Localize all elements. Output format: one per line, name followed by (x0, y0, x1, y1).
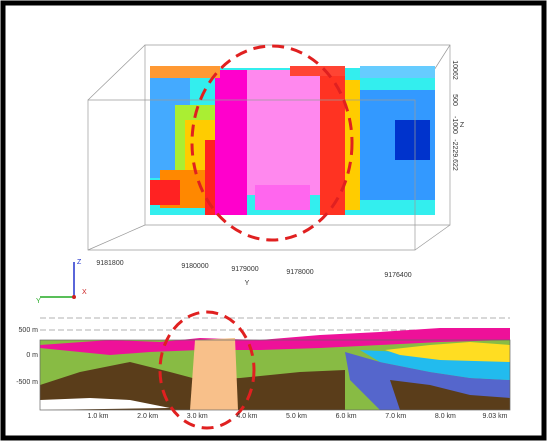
highlight-ellipse-2 (158, 310, 256, 430)
distance-label: 9.03 km (483, 413, 508, 420)
z-tick-label: -2229.622 (451, 139, 458, 171)
z-tick-label: 500 (451, 94, 458, 106)
distance-label: 8.0 km (435, 413, 456, 420)
box-front (87, 99, 451, 251)
z-axis-label: Z (460, 122, 465, 129)
distance-label: 5.0 km (286, 413, 307, 420)
y-tick-label: 9176400 (384, 272, 411, 279)
depth-labels: 500 m 0 m -500 m (16, 327, 38, 386)
depth-label: 0 m (26, 352, 38, 359)
y-tick-labels: 9181800 9180000 9179000 9178000 9176400 (96, 260, 411, 279)
distance-label: 3.0 km (187, 413, 208, 420)
distance-label: 4.0 km (236, 413, 257, 420)
distance-label: 1.0 km (87, 413, 108, 420)
triad-y: Y (36, 298, 41, 305)
depth-label: 500 m (19, 327, 39, 334)
axis-triad (40, 262, 76, 299)
triad-x: X (82, 289, 87, 296)
z-tick-label: -1000 (451, 116, 458, 134)
heat-block (150, 66, 435, 215)
distance-labels: 1.0 km 2.0 km 3.0 km 4.0 km 5.0 km 6.0 km 7.0 … (87, 413, 507, 420)
depth-label: -500 m (16, 379, 38, 386)
triad-z: Z (77, 259, 82, 266)
y-tick-label: 9181800 (96, 260, 123, 267)
highlight-ellipse (190, 44, 354, 242)
z-tick-labels: 10062 500 -1000 -2229.622 (451, 60, 458, 171)
y-tick-label: 9178000 (286, 269, 313, 276)
distance-label: 6.0 km (336, 413, 357, 420)
y-tick-label: 9180000 (181, 263, 208, 270)
z-tick-label: 10062 (451, 60, 458, 80)
y-axis-label: Y (245, 280, 250, 287)
y-tick-label: 9179000 (231, 266, 258, 273)
distance-label: 7.0 km (385, 413, 406, 420)
cross-section (39, 317, 511, 411)
distance-label: 2.0 km (137, 413, 158, 420)
